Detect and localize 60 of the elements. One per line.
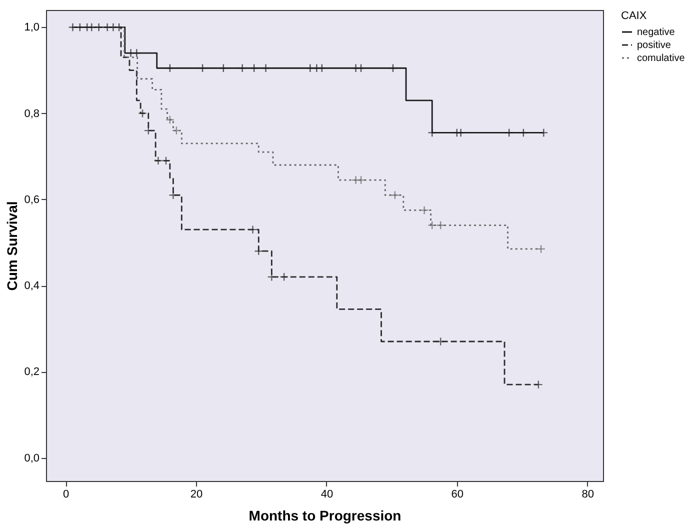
point [218, 64, 228, 73]
point [94, 22, 104, 32]
point [168, 190, 178, 200]
point [114, 22, 124, 32]
legend-label: negative [637, 27, 676, 38]
point [534, 380, 543, 390]
y-tick-label: 0,8 [24, 108, 40, 120]
point [172, 126, 181, 136]
point [504, 128, 514, 138]
point [138, 108, 147, 118]
x-tick-label: 80 [582, 488, 594, 500]
point [388, 64, 398, 73]
point [420, 206, 429, 215]
point [539, 128, 548, 138]
point [108, 22, 118, 32]
x-axis-title: Months to Progression [248, 508, 402, 524]
point [536, 244, 546, 254]
point [162, 156, 170, 166]
point [261, 64, 270, 73]
y-tick-label: 0,6 [24, 194, 40, 206]
point [428, 128, 437, 138]
point [436, 337, 446, 346]
point [198, 64, 208, 73]
point [165, 64, 174, 73]
point [68, 22, 78, 32]
y-tick-label: 0,4 [24, 280, 40, 292]
point [428, 220, 437, 230]
point [154, 156, 163, 166]
point [518, 128, 528, 138]
point [317, 64, 326, 73]
point [254, 246, 264, 256]
legend-title: CAIX [621, 10, 648, 22]
point [165, 115, 174, 124]
point [248, 225, 258, 234]
point [267, 272, 276, 282]
point [126, 48, 136, 58]
x-tick-label: 0 [63, 488, 70, 500]
point [280, 272, 289, 282]
point [456, 128, 466, 138]
x-tick-label: 20 [190, 488, 203, 500]
point [390, 190, 400, 200]
point [356, 176, 366, 185]
point [436, 220, 446, 230]
legend-label: positive [637, 40, 672, 51]
point [102, 22, 112, 32]
point [306, 64, 315, 73]
point [356, 64, 366, 73]
y-tick-label: 0,2 [24, 366, 40, 378]
point [144, 126, 153, 136]
point [75, 22, 84, 32]
y-tick-label: 0,0 [24, 452, 40, 464]
point [87, 22, 96, 32]
point [132, 48, 142, 58]
point [238, 64, 247, 73]
x-tick-label: 60 [451, 488, 464, 500]
legend-label: comulative [637, 53, 686, 64]
y-tick-label: 1,0 [24, 22, 40, 34]
x-tick-label: 40 [320, 488, 334, 500]
point [250, 64, 259, 73]
y-axis-title: Cum Survival [4, 201, 20, 291]
